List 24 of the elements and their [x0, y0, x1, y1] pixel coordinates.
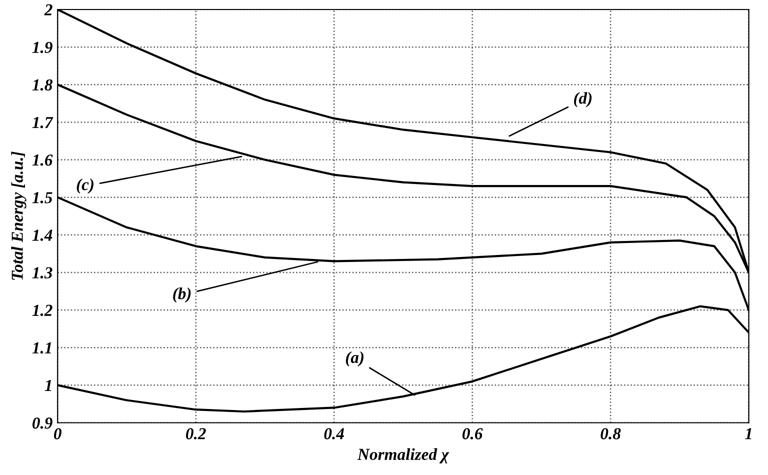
y-tick-label: 1.9 — [32, 42, 52, 54]
y-tick-label: 1.5 — [32, 192, 52, 204]
y-tick-label: 1.3 — [32, 267, 52, 278]
y-tick-label: 1.6 — [32, 154, 53, 166]
x-tick-label: 0.8 — [600, 428, 621, 440]
y-tick-label: 1.8 — [32, 79, 52, 91]
annotation: (a) — [346, 351, 364, 366]
annotation: (c) — [76, 178, 94, 194]
y-tick-label: 1 — [44, 380, 52, 391]
y-tick-label: 1.7 — [32, 116, 54, 128]
x-tick-label: 0.6 — [462, 428, 483, 440]
x-tick-label: 0.2 — [186, 428, 206, 440]
x-axis-title: Normalized χ — [357, 448, 450, 464]
annotation: (b) — [173, 287, 191, 303]
y-axis-title: Total Energy [a.u.] — [11, 152, 26, 280]
y-tick-label: 2 — [44, 4, 52, 16]
y-tick-label: 1.4 — [32, 230, 52, 241]
x-tick-label: 1 — [745, 428, 752, 440]
annotation: (d) — [574, 92, 592, 108]
y-tick-label: 1.2 — [32, 304, 52, 316]
y-tick-label: 0.9 — [32, 417, 52, 429]
x-tick-label: 0 — [54, 428, 62, 440]
x-tick-label: 0.4 — [324, 428, 344, 440]
y-tick-label: 1.1 — [32, 342, 52, 354]
